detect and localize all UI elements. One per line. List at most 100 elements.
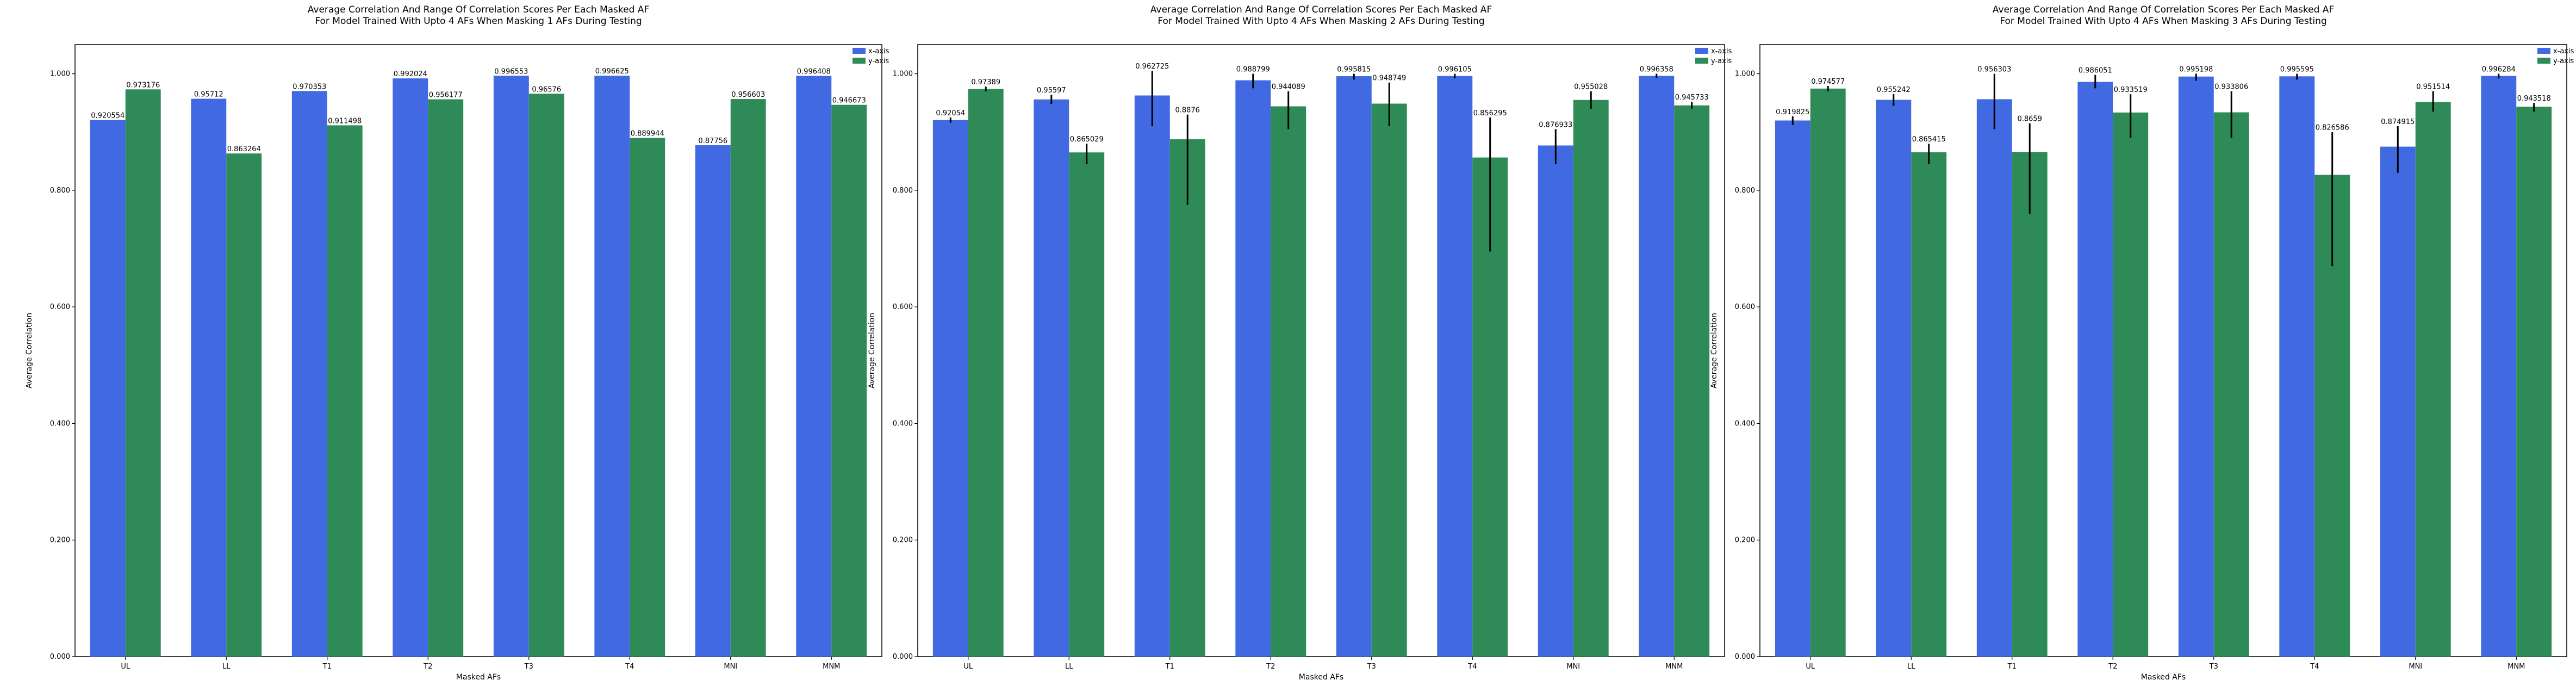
chart-title-line: For Model Trained With Upto 4 AFs When M… <box>2000 16 2326 27</box>
bar-x-axis-T3 <box>1336 76 1372 657</box>
axes-frame <box>917 44 1725 657</box>
data-label: 0.996105 <box>1438 66 1472 74</box>
bar-y-axis-MNI <box>1573 100 1609 657</box>
x-tick-label: T3 <box>2209 663 2218 671</box>
data-label: 0.856295 <box>1473 109 1507 118</box>
data-label: 0.876933 <box>1539 121 1572 129</box>
bar-x-axis-T2 <box>1235 80 1271 657</box>
data-label: 0.92054 <box>936 109 965 118</box>
y-tick-label: 0.000 <box>1735 653 1755 661</box>
x-tick-label: T1 <box>322 663 332 671</box>
x-tick-label: T1 <box>2007 663 2017 671</box>
bar-y-axis-T3 <box>2213 112 2249 657</box>
data-label: 0.951514 <box>2416 83 2450 91</box>
bar-x-axis-T4 <box>2279 76 2315 657</box>
x-tick-label: T1 <box>1165 663 1174 671</box>
bar-y-axis-UL <box>125 89 161 657</box>
legend-label: y-axis <box>2553 57 2574 65</box>
chart-title-line: Average Correlation And Range Of Correla… <box>1150 4 1492 15</box>
x-axis-label: Masked AFs <box>1299 673 1343 682</box>
y-tick-label: 0.800 <box>893 187 913 195</box>
y-tick-label: 0.600 <box>50 303 70 311</box>
legend-swatch-y-axis <box>853 58 866 64</box>
bar-x-axis-T4 <box>1437 76 1473 657</box>
bar-y-axis-MNM <box>1674 105 1710 657</box>
y-tick-label: 0.200 <box>893 536 913 545</box>
data-label: 0.962725 <box>1135 63 1169 71</box>
x-tick-label: T4 <box>2310 663 2319 671</box>
data-label: 0.933806 <box>2214 83 2248 91</box>
bar-y-axis-T2 <box>1271 106 1306 657</box>
x-tick-label: UL <box>1806 663 1815 671</box>
data-label: 0.956603 <box>731 91 765 99</box>
data-label: 0.920554 <box>91 112 125 120</box>
bar-x-axis-LL <box>1034 99 1069 657</box>
data-label: 0.8659 <box>2017 115 2042 123</box>
y-axis-label: Average Correlation <box>25 313 34 388</box>
bar-y-axis-UL <box>1810 88 1846 657</box>
data-label: 0.996553 <box>494 67 528 76</box>
x-tick-label: MNI <box>2409 663 2422 671</box>
data-label: 0.865029 <box>1070 135 1104 144</box>
legend-label: y-axis <box>1711 57 1732 65</box>
x-tick-label: T4 <box>625 663 634 671</box>
y-tick-label: 0.800 <box>50 187 70 195</box>
data-label: 0.986051 <box>2079 67 2112 75</box>
bar-y-axis-LL <box>1069 152 1105 657</box>
bar-x-axis-T2 <box>393 78 428 657</box>
x-tick-label: MNI <box>1566 663 1580 671</box>
bar-y-axis-MNI <box>2415 102 2451 657</box>
x-axis-label: Masked AFs <box>456 673 501 682</box>
data-label: 0.992024 <box>394 70 427 78</box>
bar-y-axis-UL <box>968 89 1004 657</box>
data-label: 0.996358 <box>1640 66 1673 74</box>
x-tick-label: MNI <box>724 663 737 671</box>
bar-x-axis-T3 <box>2178 76 2214 657</box>
y-tick-label: 1.000 <box>893 70 913 78</box>
data-label: 0.919825 <box>1776 108 1809 116</box>
bar-y-axis-T1 <box>2012 152 2048 657</box>
bar-y-axis-T3 <box>1371 103 1407 657</box>
x-tick-label: LL <box>222 663 231 671</box>
bar-y-axis-MNM <box>2516 107 2552 657</box>
data-label: 0.995595 <box>2280 66 2314 74</box>
bar-x-axis-UL <box>932 120 968 657</box>
y-tick-label: 0.200 <box>50 536 70 545</box>
data-label: 0.943518 <box>2517 95 2551 103</box>
x-tick-label: UL <box>121 663 130 671</box>
y-axis-label: Average Correlation <box>868 313 876 388</box>
y-tick-label: 1.000 <box>50 70 70 78</box>
data-label: 0.911498 <box>328 117 362 125</box>
y-tick-label: 0.200 <box>1735 536 1755 545</box>
x-tick-label: MNM <box>1665 663 1683 671</box>
bar-x-axis-MNI <box>2380 146 2416 657</box>
x-tick-label: LL <box>1065 663 1073 671</box>
data-label: 0.826586 <box>2316 124 2349 132</box>
chart-title-line: Average Correlation And Range Of Correla… <box>1993 4 2334 15</box>
bar-x-axis-T1 <box>1134 95 1170 657</box>
y-tick-label: 0.600 <box>1735 303 1755 311</box>
bar-x-axis-MNM <box>2481 76 2517 657</box>
y-tick-label: 0.000 <box>893 653 913 661</box>
data-label: 0.948749 <box>1372 75 1406 83</box>
data-label: 0.970353 <box>293 83 326 91</box>
legend-swatch-y-axis <box>2537 58 2550 64</box>
bar-y-axis-T2 <box>2113 112 2149 657</box>
x-axis-label: Masked AFs <box>2141 673 2186 682</box>
bar-x-axis-T1 <box>291 91 327 657</box>
bar-x-axis-LL <box>191 98 227 657</box>
data-label: 0.97389 <box>971 78 1000 86</box>
data-label: 0.956303 <box>1977 66 2011 74</box>
data-label: 0.996408 <box>797 67 831 76</box>
legend-swatch-x-axis <box>2537 48 2550 54</box>
data-label: 0.96576 <box>532 85 561 94</box>
x-tick-label: T3 <box>524 663 533 671</box>
data-label: 0.874915 <box>2381 118 2415 126</box>
data-label: 0.996625 <box>595 67 629 76</box>
data-label: 0.944089 <box>1272 83 1305 91</box>
data-label: 0.945733 <box>1675 94 1709 102</box>
chart-title-line: Average Correlation And Range Of Correla… <box>308 4 649 15</box>
x-tick-label: T2 <box>1266 663 1275 671</box>
data-label: 0.995198 <box>2179 66 2213 74</box>
